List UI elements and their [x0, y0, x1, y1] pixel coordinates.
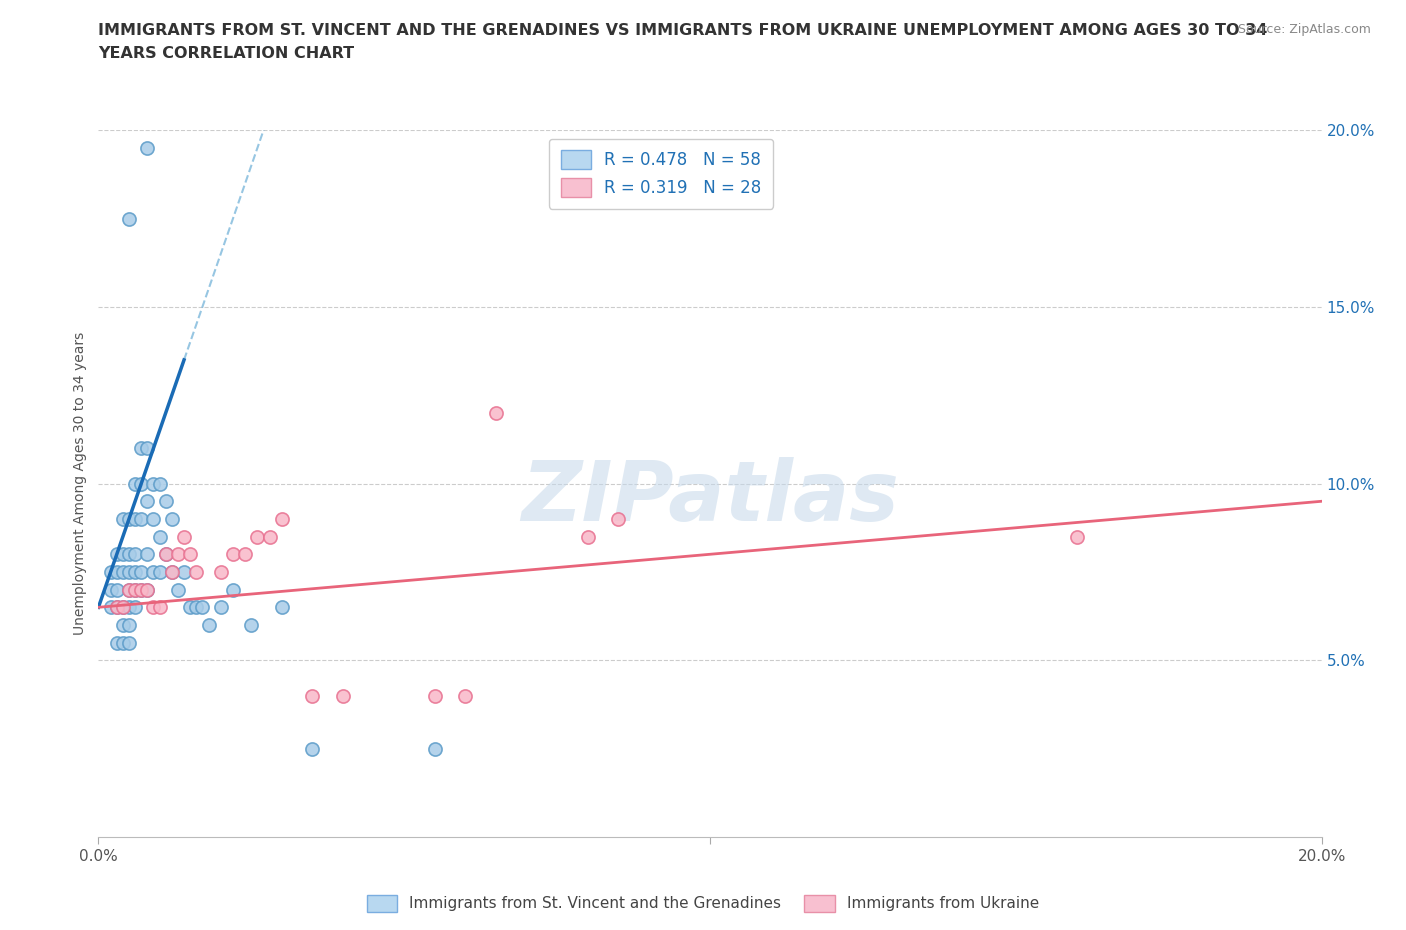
Point: [118, 635, 141, 650]
Point: [136, 547, 159, 562]
Point: [136, 441, 159, 456]
Point: [129, 476, 152, 491]
Point: [160, 565, 183, 579]
Point: [111, 547, 134, 562]
Point: [222, 547, 245, 562]
Point: [111, 635, 134, 650]
Point: [149, 476, 172, 491]
Text: IMMIGRANTS FROM ST. VINCENT AND THE GRENADINES VS IMMIGRANTS FROM UKRAINE UNEMPL: IMMIGRANTS FROM ST. VINCENT AND THE GREN…: [98, 23, 1268, 38]
Point: [301, 688, 323, 703]
Point: [149, 565, 172, 579]
Point: [270, 512, 292, 526]
Text: Source: ZipAtlas.com: Source: ZipAtlas.com: [1237, 23, 1371, 36]
Point: [186, 565, 208, 579]
Point: [167, 547, 190, 562]
Point: [136, 494, 159, 509]
Point: [301, 741, 323, 756]
Point: [454, 688, 477, 703]
Point: [100, 582, 122, 597]
Point: [1066, 529, 1088, 544]
Point: [607, 512, 630, 526]
Point: [118, 600, 141, 615]
Point: [124, 600, 146, 615]
Point: [155, 494, 177, 509]
Point: [191, 600, 214, 615]
Point: [111, 600, 134, 615]
Point: [576, 529, 599, 544]
Point: [124, 476, 146, 491]
Point: [105, 565, 128, 579]
Point: [111, 512, 134, 526]
Point: [485, 405, 508, 420]
Point: [105, 600, 128, 615]
Point: [118, 582, 141, 597]
Point: [136, 582, 159, 597]
Point: [100, 600, 122, 615]
Point: [149, 529, 172, 544]
Point: [167, 582, 190, 597]
Point: [111, 600, 134, 615]
Point: [129, 512, 152, 526]
Legend: R = 0.478   N = 58, R = 0.319   N = 28: R = 0.478 N = 58, R = 0.319 N = 28: [550, 139, 773, 208]
Point: [246, 529, 269, 544]
Point: [105, 600, 128, 615]
Point: [118, 547, 141, 562]
Point: [105, 547, 128, 562]
Y-axis label: Unemployment Among Ages 30 to 34 years: Unemployment Among Ages 30 to 34 years: [73, 332, 87, 635]
Point: [118, 211, 141, 226]
Point: [209, 600, 232, 615]
Point: [142, 512, 165, 526]
Point: [179, 547, 201, 562]
Point: [129, 565, 152, 579]
Point: [124, 547, 146, 562]
Point: [124, 512, 146, 526]
Point: [111, 618, 134, 632]
Point: [118, 512, 141, 526]
Point: [155, 547, 177, 562]
Point: [173, 565, 195, 579]
Text: YEARS CORRELATION CHART: YEARS CORRELATION CHART: [98, 46, 354, 61]
Point: [332, 688, 354, 703]
Point: [160, 565, 183, 579]
Point: [136, 582, 159, 597]
Point: [173, 529, 195, 544]
Point: [160, 512, 183, 526]
Point: [105, 635, 128, 650]
Point: [209, 565, 232, 579]
Point: [240, 618, 263, 632]
Legend: Immigrants from St. Vincent and the Grenadines, Immigrants from Ukraine: Immigrants from St. Vincent and the Gren…: [360, 889, 1046, 918]
Point: [118, 618, 141, 632]
Point: [149, 600, 172, 615]
Point: [423, 741, 446, 756]
Point: [142, 600, 165, 615]
Point: [124, 582, 146, 597]
Point: [111, 565, 134, 579]
Point: [142, 565, 165, 579]
Point: [100, 565, 122, 579]
Point: [136, 140, 159, 155]
Point: [270, 600, 292, 615]
Point: [129, 441, 152, 456]
Point: [124, 582, 146, 597]
Point: [124, 565, 146, 579]
Point: [155, 547, 177, 562]
Text: ZIPatlas: ZIPatlas: [522, 458, 898, 538]
Point: [423, 688, 446, 703]
Point: [186, 600, 208, 615]
Point: [129, 582, 152, 597]
Point: [197, 618, 219, 632]
Point: [142, 476, 165, 491]
Point: [259, 529, 281, 544]
Point: [118, 582, 141, 597]
Point: [118, 565, 141, 579]
Point: [105, 582, 128, 597]
Point: [179, 600, 201, 615]
Point: [233, 547, 256, 562]
Point: [222, 582, 245, 597]
Point: [129, 582, 152, 597]
